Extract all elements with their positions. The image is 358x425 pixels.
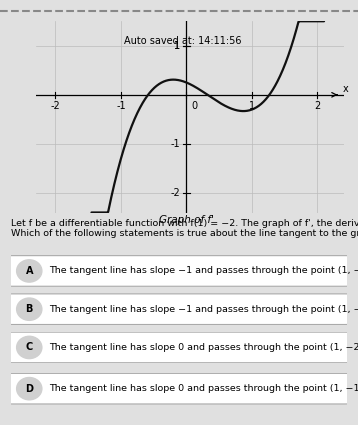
Text: Graph of f': Graph of f': [159, 215, 214, 225]
FancyBboxPatch shape: [3, 294, 355, 325]
Text: 2: 2: [314, 101, 321, 111]
FancyBboxPatch shape: [3, 332, 355, 363]
Text: -1: -1: [170, 139, 180, 149]
Text: Auto saved at: 14:11:56: Auto saved at: 14:11:56: [124, 37, 241, 46]
Text: -2: -2: [50, 101, 61, 111]
Text: The tangent line has slope 0 and passes through the point (1, −2).: The tangent line has slope 0 and passes …: [49, 343, 358, 352]
Text: 1: 1: [249, 101, 255, 111]
Text: The tangent line has slope −1 and passes through the point (1, −2).: The tangent line has slope −1 and passes…: [49, 266, 358, 275]
Text: 1: 1: [174, 41, 180, 51]
Text: The tangent line has slope 0 and passes through the point (1, −1).: The tangent line has slope 0 and passes …: [49, 384, 358, 393]
Text: Let f be a differentiable function with f(1) = −2. The graph of f', the derivati: Let f be a differentiable function with …: [11, 219, 358, 228]
Text: C: C: [26, 343, 33, 352]
Text: Which of the following statements is true about the line tangent to the graph of: Which of the following statements is tru…: [11, 229, 358, 238]
Ellipse shape: [16, 377, 42, 400]
Text: D: D: [25, 384, 33, 394]
Ellipse shape: [16, 260, 42, 282]
Text: The tangent line has slope −1 and passes through the point (1, −1).: The tangent line has slope −1 and passes…: [49, 305, 358, 314]
Text: -1: -1: [116, 101, 126, 111]
Text: -2: -2: [170, 188, 180, 198]
Ellipse shape: [16, 298, 42, 320]
Text: 0: 0: [191, 101, 197, 111]
FancyBboxPatch shape: [3, 256, 355, 286]
Text: B: B: [25, 304, 33, 314]
Ellipse shape: [16, 336, 42, 359]
Text: 1: 1: [174, 41, 180, 51]
Text: A: A: [25, 266, 33, 276]
Text: x: x: [342, 84, 348, 94]
FancyBboxPatch shape: [3, 374, 355, 404]
